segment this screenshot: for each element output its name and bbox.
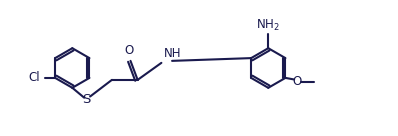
Text: NH$_2$: NH$_2$ <box>256 18 280 33</box>
Text: O: O <box>125 44 134 57</box>
Text: Cl: Cl <box>29 71 40 84</box>
Text: O: O <box>293 75 302 88</box>
Text: S: S <box>82 93 90 106</box>
Text: NH: NH <box>164 47 181 60</box>
